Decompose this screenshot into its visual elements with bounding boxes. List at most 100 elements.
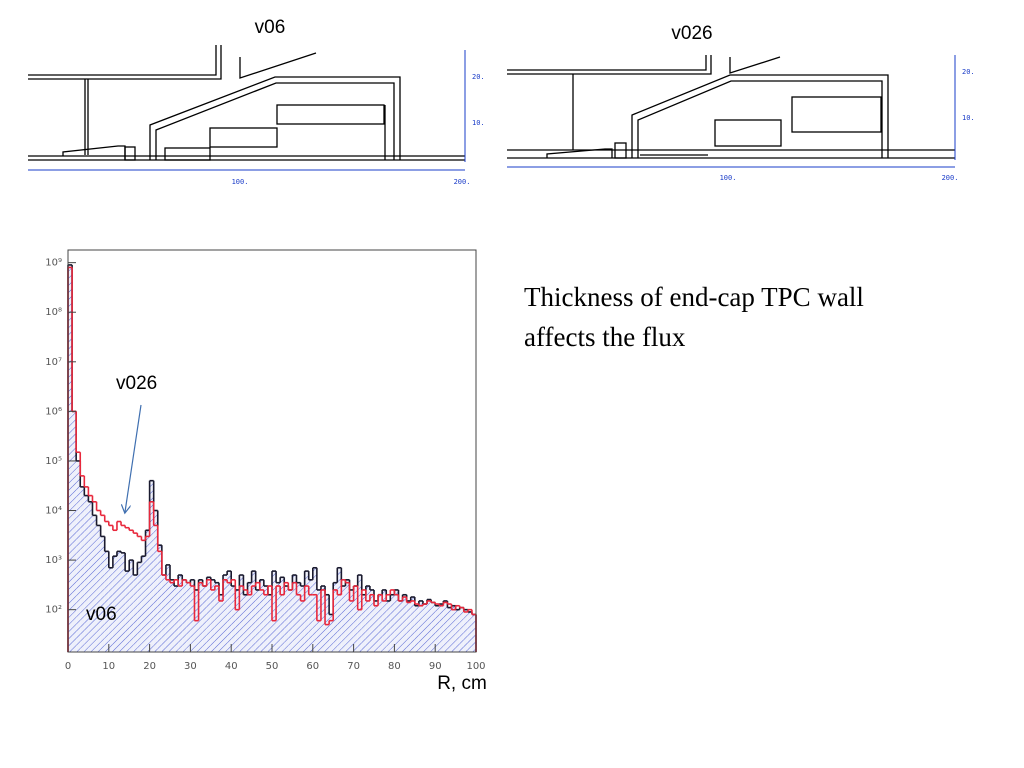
histogram-bar <box>259 579 264 652</box>
histogram-bar <box>296 582 301 652</box>
x-tick-label: 40 <box>225 661 238 672</box>
histogram-bar <box>137 562 142 652</box>
histogram-bar <box>341 586 346 652</box>
histogram-bar <box>133 575 138 652</box>
histogram-bar <box>467 611 472 652</box>
x-tick-label: 50 <box>266 661 279 672</box>
histogram-bar <box>378 594 383 652</box>
histogram-bar <box>263 586 268 652</box>
histogram-bar <box>84 495 89 652</box>
histogram-bar <box>361 594 366 652</box>
histogram-bar <box>239 575 244 652</box>
histogram-bar <box>447 607 452 652</box>
axis-label: 20. <box>472 73 485 81</box>
histogram-bar <box>300 586 305 652</box>
histogram-bar <box>386 600 391 652</box>
histogram-bar <box>333 582 338 652</box>
geometry-v06: v06 100. 200. 20. 10. <box>28 17 485 186</box>
histogram-bar <box>312 567 317 652</box>
histogram-bar <box>247 582 252 652</box>
y-tick-label: 10⁹ <box>45 258 62 269</box>
histogram-bar <box>72 411 77 652</box>
histogram-bar <box>435 605 440 652</box>
histogram-bar <box>357 575 362 652</box>
axis-label: 20. <box>962 68 975 76</box>
annotation: v026 <box>116 373 157 394</box>
histogram-bar <box>414 605 419 652</box>
geometry-box <box>276 104 385 125</box>
histogram-bar <box>182 579 187 652</box>
histogram-bar <box>223 575 228 652</box>
annotation-arrow <box>125 404 142 512</box>
geometry-box <box>614 142 627 159</box>
histogram-bar <box>129 560 134 652</box>
histogram-bar <box>153 510 158 652</box>
x-tick-label: 100 <box>466 661 485 672</box>
histogram-bar <box>218 594 224 652</box>
diagram-label: v026 <box>671 23 712 44</box>
histogram-bar <box>100 536 105 652</box>
geometry-box <box>124 146 136 161</box>
axis-label: 10. <box>472 119 485 127</box>
histogram-bar <box>406 600 411 652</box>
histogram-bar <box>108 567 113 652</box>
geometry-line <box>62 145 126 160</box>
geometry-box <box>791 96 882 133</box>
axis-label: 200. <box>942 174 959 182</box>
histogram <box>67 264 477 652</box>
histogram-bar <box>431 602 436 652</box>
annotation: v06 <box>86 604 117 625</box>
histogram-bar <box>463 609 468 652</box>
histogram-bar <box>206 577 211 652</box>
diagram-label: v06 <box>255 17 286 38</box>
histogram-bar <box>451 605 456 652</box>
histogram-bar <box>255 589 260 652</box>
histogram-bar <box>382 589 387 652</box>
histogram-bar <box>210 579 215 652</box>
x-tick-label: 90 <box>429 661 442 672</box>
histogram-bar <box>443 600 448 652</box>
histogram-bar <box>272 571 277 652</box>
histogram-bar <box>174 586 179 652</box>
histogram-bar <box>112 556 117 652</box>
histogram-bar <box>125 571 130 652</box>
histogram-bar <box>202 586 207 652</box>
histogram-bar <box>459 607 464 652</box>
histogram-bar <box>390 594 395 652</box>
geometry-line <box>28 45 217 76</box>
caption-line: affects the flux <box>524 322 686 352</box>
histogram-bar <box>68 264 73 652</box>
histogram-bar <box>304 571 309 652</box>
histogram-bar <box>121 552 126 652</box>
histogram-bar <box>365 586 370 652</box>
geometry-line <box>546 148 613 158</box>
histogram-bar <box>292 575 297 652</box>
histogram-bar <box>284 586 289 652</box>
histogram-bar <box>308 579 313 652</box>
geometry-line <box>149 76 401 160</box>
geometry-line <box>507 55 707 71</box>
histogram-bar <box>161 575 166 652</box>
histogram-bar <box>398 600 403 652</box>
histogram-bar <box>439 604 444 652</box>
x-tick-label: 80 <box>388 661 401 672</box>
histogram-bar <box>369 589 374 652</box>
histogram-bar <box>349 589 354 652</box>
geometry-line <box>507 55 712 75</box>
histogram-bar <box>280 577 285 652</box>
histogram-bar <box>92 515 97 652</box>
histogram-bar <box>104 551 109 652</box>
histogram-bar <box>190 579 195 652</box>
histogram-bar <box>320 586 326 652</box>
x-tick-label: 20 <box>143 661 156 672</box>
histogram-bar <box>394 589 399 652</box>
x-tick-label: 10 <box>102 661 115 672</box>
histogram-bar <box>337 567 342 652</box>
histogram-bar <box>235 589 240 652</box>
histogram-bar <box>422 604 428 652</box>
x-tick-label: 60 <box>306 661 319 672</box>
geometry-v026: v026 100. 200. 20. 10. <box>507 23 975 182</box>
histogram-bar <box>214 582 219 652</box>
y-tick-label: 10⁶ <box>45 406 62 417</box>
